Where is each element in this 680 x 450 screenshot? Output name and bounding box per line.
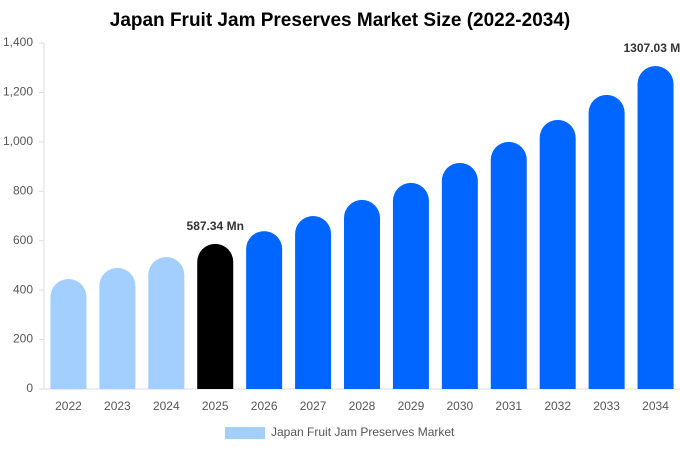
bar (539, 119, 576, 389)
chart-title: Japan Fruit Jam Preserves Market Size (2… (110, 10, 570, 31)
bar (392, 182, 429, 389)
bar (50, 279, 87, 389)
legend-label: Japan Fruit Jam Preserves Market (271, 425, 455, 439)
bar (441, 162, 478, 389)
x-tick-label: 2029 (398, 399, 425, 413)
y-tick-label: 1,400 (3, 35, 33, 49)
bar (344, 199, 380, 389)
y-tick-label: 600 (13, 233, 33, 247)
bar (490, 141, 527, 389)
legend-swatch (225, 427, 265, 439)
bar (148, 257, 185, 389)
x-tick-label: 2026 (251, 399, 278, 413)
x-tick-label: 2022 (55, 399, 82, 413)
bar (588, 94, 625, 389)
x-tick-label: 2033 (593, 399, 620, 413)
bar (637, 65, 674, 389)
x-tick-label: 2034 (642, 399, 669, 413)
x-tick-label: 2028 (349, 399, 376, 413)
y-tick-label: 400 (13, 282, 33, 296)
x-tick-label: 2030 (446, 399, 473, 413)
x-tick-label: 2024 (153, 399, 180, 413)
y-tick-label: 200 (13, 332, 33, 346)
bar (246, 231, 283, 389)
bar (295, 216, 332, 389)
x-tick-label: 2027 (300, 399, 327, 413)
bar (197, 243, 234, 389)
x-tick-label: 2032 (544, 399, 571, 413)
x-tick-label: 2025 (202, 399, 229, 413)
value-label: 1307.03 Mn (624, 41, 680, 55)
x-tick-label: 2031 (495, 399, 522, 413)
y-tick-label: 1,200 (3, 85, 33, 99)
y-tick-label: 0 (26, 381, 33, 395)
x-tick-label: 2023 (104, 399, 131, 413)
value-label: 587.34 Mn (187, 219, 244, 233)
bar (99, 267, 136, 389)
y-tick-label: 1,000 (3, 134, 33, 148)
y-tick-label: 800 (13, 183, 33, 197)
